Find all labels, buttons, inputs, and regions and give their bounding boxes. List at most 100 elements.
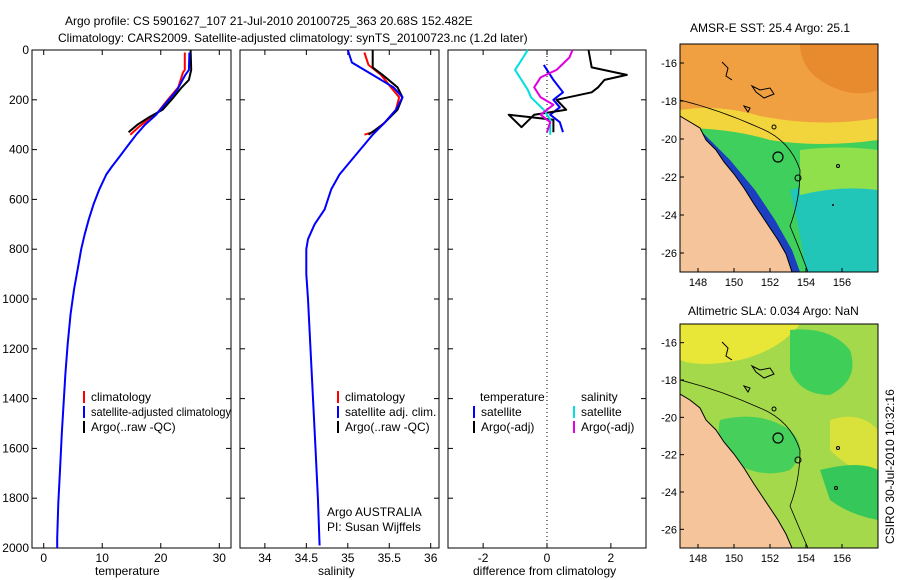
land bbox=[680, 394, 792, 548]
series-argo-raw-qc bbox=[127, 49, 193, 133]
x-tick-label: 2 bbox=[608, 551, 615, 565]
argo-position-marker bbox=[772, 432, 784, 444]
legend-label-sal-satellite: satellite bbox=[581, 405, 622, 419]
reef-outline bbox=[721, 61, 775, 113]
shelf-contour bbox=[680, 379, 809, 548]
map-y-tick-label: -26 bbox=[661, 524, 677, 536]
x-tick-label: 36 bbox=[424, 551, 438, 565]
legend-label-satellite: satellite-adjusted climatology bbox=[91, 405, 231, 419]
y-tick-label: 800 bbox=[9, 242, 29, 256]
map-y-tick-label: -26 bbox=[661, 248, 677, 260]
title-line-2: Climatology: CARS2009. Satellite-adjuste… bbox=[58, 31, 528, 45]
y-tick-label: 1000 bbox=[2, 292, 29, 306]
map-y-tick-label: -24 bbox=[661, 487, 677, 499]
salinity-axes bbox=[239, 49, 440, 549]
y-tick-label: 400 bbox=[9, 143, 29, 157]
sla-yellow-region bbox=[830, 416, 878, 480]
legend-label-temp-satellite: satellite bbox=[481, 405, 522, 419]
map-x-tick-label: 154 bbox=[797, 553, 815, 565]
sla-yellow-region bbox=[680, 324, 800, 364]
island-marker bbox=[794, 456, 802, 464]
series-satellite-adj-clim bbox=[305, 49, 404, 546]
y-tick-label: 0 bbox=[22, 43, 29, 57]
land bbox=[680, 116, 792, 272]
temperature-xlabel: temperature bbox=[95, 564, 160, 578]
map-y-tick-label: -18 bbox=[661, 375, 677, 387]
temperature-axes bbox=[31, 49, 232, 549]
sst-cyan-region bbox=[790, 182, 878, 272]
series-climatology bbox=[363, 52, 401, 136]
sla-map-frame bbox=[679, 323, 879, 549]
map-y-tick-label: -16 bbox=[661, 58, 677, 70]
map-y-tick-label: -16 bbox=[661, 338, 677, 350]
x-tick-label: 0 bbox=[40, 551, 47, 565]
x-tick-label: 34.5 bbox=[295, 551, 319, 565]
y-tick-label: 200 bbox=[9, 93, 29, 107]
map-x-tick-label: 148 bbox=[689, 277, 707, 289]
sla-green-blob bbox=[718, 416, 800, 474]
coastline bbox=[680, 393, 793, 548]
island-marker bbox=[771, 124, 777, 130]
map-x-tick-label: 154 bbox=[797, 277, 815, 289]
title-line-1: Argo profile: CS 5901627_107 21-Jul-2010… bbox=[65, 14, 473, 28]
legend-label-sal-argo: Argo(-adj) bbox=[581, 420, 634, 434]
legend-label-satellite: satellite adj. clim. bbox=[345, 405, 436, 419]
series-temperature-satellite bbox=[542, 64, 564, 133]
x-tick-label: -2 bbox=[478, 551, 489, 565]
legend-label-temp-argo: Argo(-adj) bbox=[481, 420, 534, 434]
y-tick-label: 1600 bbox=[2, 441, 29, 455]
difference-xlabel: difference from climatology bbox=[473, 564, 616, 578]
island-marker bbox=[771, 406, 777, 412]
y-tick-label: 2000 bbox=[2, 541, 29, 555]
footer-timestamp: CSIRO 30-Jul-2010 10:32:16 bbox=[883, 389, 897, 544]
map-y-tick-label: -18 bbox=[661, 96, 677, 108]
island-marker bbox=[834, 486, 838, 490]
y-tick-label: 1200 bbox=[2, 342, 29, 356]
map-x-tick-label: 148 bbox=[689, 553, 707, 565]
sla-map-title: Altimetric SLA: 0.034 Argo: NaN bbox=[688, 304, 859, 318]
legend-header-temperature: temperature bbox=[480, 390, 545, 404]
sla-green-blob bbox=[790, 329, 853, 395]
salinity-legend: climatology satellite adj. clim. Argo(..… bbox=[337, 390, 436, 434]
map-x-tick-label: 156 bbox=[833, 277, 851, 289]
temperature-legend: climatology satellite-adjusted climatolo… bbox=[83, 390, 231, 434]
map-y-tick-label: -22 bbox=[661, 172, 677, 184]
pi-annotation: PI: Susan Wijffels bbox=[327, 520, 421, 534]
y-tick-label: 600 bbox=[9, 192, 29, 206]
y-tick-label: 1800 bbox=[2, 491, 29, 505]
x-tick-label: 20 bbox=[154, 551, 168, 565]
map-y-tick-label: -20 bbox=[661, 412, 677, 424]
island-marker bbox=[794, 174, 802, 182]
map-x-tick-label: 150 bbox=[725, 277, 743, 289]
y-tick-label: 1400 bbox=[2, 392, 29, 406]
x-tick-label: 10 bbox=[96, 551, 110, 565]
legend-label-climatology: climatology bbox=[345, 390, 405, 404]
series-temperature-argo-adj bbox=[507, 49, 628, 133]
argo-position-marker bbox=[772, 151, 784, 163]
map-y-tick-label: -24 bbox=[661, 210, 677, 222]
legend-label-argo: Argo(..raw -QC) bbox=[91, 420, 176, 434]
series-salinity-satellite bbox=[514, 49, 552, 135]
legend-header-salinity: salinity bbox=[581, 390, 618, 404]
map-x-tick-label: 156 bbox=[833, 553, 851, 565]
sst-map-title: AMSR-E SST: 25.4 Argo: 25.1 bbox=[690, 21, 850, 35]
shelf-contour bbox=[680, 99, 809, 272]
island-marker bbox=[832, 204, 834, 206]
map-y-tick-label: -22 bbox=[661, 450, 677, 462]
sla-green-blob bbox=[820, 465, 878, 520]
map-x-tick-label: 152 bbox=[761, 277, 779, 289]
x-tick-label: 34 bbox=[258, 551, 272, 565]
x-tick-label: 0 bbox=[544, 551, 551, 565]
map-x-tick-label: 152 bbox=[761, 553, 779, 565]
sst-hotspot bbox=[800, 44, 878, 94]
series-satellite-adjusted-climatology bbox=[56, 52, 191, 548]
salinity-xlabel: salinity bbox=[318, 564, 355, 578]
sla-map bbox=[680, 324, 878, 548]
island-marker bbox=[836, 164, 840, 168]
x-tick-label: 35 bbox=[341, 551, 355, 565]
map-x-tick-label: 150 bbox=[725, 553, 743, 565]
island-marker bbox=[836, 446, 840, 450]
map-y-tick-label: -20 bbox=[661, 134, 677, 146]
legend-label-argo: Argo(..raw -QC) bbox=[345, 420, 430, 434]
